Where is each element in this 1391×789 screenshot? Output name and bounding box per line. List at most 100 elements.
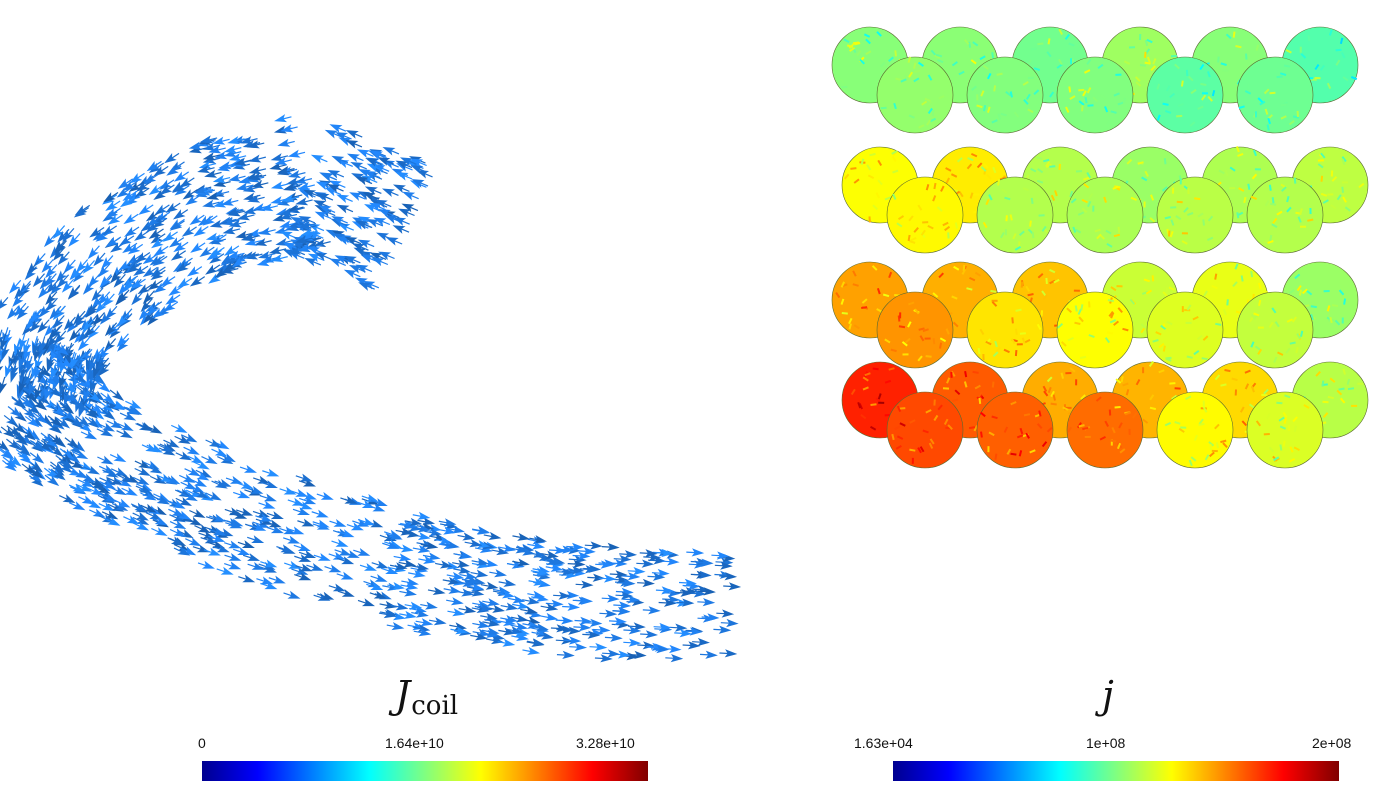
coil-arrow-glyph <box>569 642 588 652</box>
coil-arrow-glyph <box>480 612 498 621</box>
sphere-arrow-glyph <box>1033 67 1040 71</box>
coil-arrow-glyph <box>640 630 658 639</box>
sphere-arrow-glyph <box>1338 289 1345 296</box>
sphere-arrow-glyph <box>1049 165 1056 168</box>
coil-arrow-glyph <box>221 217 240 226</box>
sphere-arrow-glyph <box>1158 369 1165 374</box>
coil-arrow-glyph <box>146 464 163 474</box>
coil-arrow-glyph <box>225 475 244 484</box>
coil-arrow-glyph <box>246 140 265 149</box>
coil-arrow-glyph <box>211 479 228 489</box>
sphere-arrow-glyph <box>1268 446 1275 453</box>
sphere-arrow-glyph <box>880 61 886 68</box>
sphere-arrow-glyph <box>1280 103 1287 107</box>
sphere-arrow-glyph <box>956 157 963 163</box>
coil-arrow-glyph <box>412 511 431 520</box>
coil-arrow-glyph <box>269 162 287 171</box>
sphere-arrow-glyph <box>1078 88 1085 92</box>
sphere-arrow-glyph <box>1202 219 1205 226</box>
sphere <box>1066 176 1144 254</box>
sphere-arrow-glyph <box>1237 152 1244 157</box>
coil-arrow-glyph <box>248 154 266 163</box>
sphere-arrow-glyph <box>1177 102 1184 108</box>
sphere-arrow-glyph <box>1052 394 1056 401</box>
sphere-colorbar-tick-min: 1.63e+04 <box>854 735 913 751</box>
sphere-arrow-glyph <box>1162 102 1169 106</box>
coil-arrow-glyph <box>153 495 170 505</box>
sphere-arrow-glyph <box>991 415 998 420</box>
sphere-arrow-glyph <box>1080 394 1086 400</box>
sphere-arrow-glyph <box>1064 33 1070 40</box>
coil-arrow-glyph <box>298 215 316 225</box>
sphere-arrow-glyph <box>922 429 929 434</box>
coil-arrow-glyph <box>720 618 739 628</box>
sphere-arrow-glyph <box>1197 212 1204 218</box>
coil-arrow-glyph <box>336 571 354 580</box>
sphere-arrow-glyph <box>951 61 958 67</box>
sphere-arrow-glyph <box>1331 176 1338 182</box>
coil-arrow-glyph <box>355 220 372 230</box>
sphere-arrow-glyph <box>1060 372 1065 379</box>
coil-arrow-glyph <box>297 243 315 252</box>
sphere-arrow-glyph <box>1113 92 1120 97</box>
coil-arrow-glyph <box>22 389 38 402</box>
sphere-arrow-glyph <box>1110 286 1117 292</box>
coil-arrow-glyph <box>130 502 148 512</box>
coil-arrow-glyph <box>240 135 258 144</box>
sphere-arrow-glyph <box>1188 459 1193 467</box>
coil-arrow-glyph <box>555 567 574 577</box>
coil-arrow-glyph <box>295 473 313 482</box>
sphere-arrow-glyph <box>894 425 901 431</box>
coil-arrow-glyph <box>510 622 529 631</box>
sphere-arrow-glyph <box>1117 307 1123 314</box>
sphere-arrow-glyph <box>1239 406 1245 413</box>
coil-arrow-glyph <box>110 269 123 284</box>
coil-arrow-glyph <box>190 242 206 253</box>
sphere <box>1156 176 1234 254</box>
sphere-arrow-glyph <box>909 240 916 244</box>
sphere-arrow-glyph <box>1176 114 1183 118</box>
sphere-arrow-glyph <box>1339 397 1346 404</box>
coil-arrow-glyph <box>410 158 427 168</box>
coil-arrow-glyph <box>227 136 245 145</box>
sphere-current-label: j <box>1102 673 1114 717</box>
coil-arrow-glyph <box>151 237 167 249</box>
sphere-arrow-glyph <box>1187 75 1194 82</box>
sphere-arrow-glyph <box>931 109 935 117</box>
sphere <box>966 291 1044 369</box>
coil-arrow-glyph <box>609 570 628 579</box>
coil-arrow-glyph <box>362 192 380 201</box>
coil-arrow-glyph <box>242 553 261 561</box>
coil-arrow-glyph <box>303 189 320 199</box>
coil-arrow-glyph <box>270 181 289 190</box>
sphere-arrow-glyph <box>1247 183 1251 190</box>
sphere-arrow-glyph <box>876 308 883 313</box>
coil-arrow-glyph <box>274 157 292 166</box>
sphere-arrow-glyph <box>1207 71 1211 78</box>
coil-arrow-glyph <box>28 378 37 396</box>
sphere-arrow-glyph <box>1045 163 1052 169</box>
sphere-arrow-glyph <box>1280 115 1287 120</box>
sphere-arrow-glyph <box>1186 304 1192 311</box>
coil-arrow-glyph <box>104 516 121 526</box>
sphere-arrow-glyph <box>913 62 917 69</box>
coil-arrow-glyph <box>109 389 125 401</box>
coil-arrow-glyph <box>500 614 518 624</box>
sphere-arrow-glyph <box>1254 345 1261 351</box>
coil-arrow-glyph <box>604 633 623 642</box>
sphere-arrow-glyph <box>875 192 880 199</box>
coil-arrow-glyph <box>378 610 397 619</box>
sphere-arrow-glyph <box>1023 413 1031 417</box>
coil-arrow-glyph <box>134 187 150 199</box>
coil-arrow-glyph <box>356 149 374 158</box>
coil-arrow-glyph <box>398 559 417 568</box>
coil-arrow-glyph <box>294 175 313 184</box>
coil-arrow-glyph <box>47 415 63 427</box>
sphere-arrow-glyph <box>1358 182 1365 189</box>
coil-arrow-glyph <box>31 398 47 411</box>
sphere-arrow-glyph <box>1038 410 1042 417</box>
sphere-arrow-glyph <box>935 53 943 58</box>
sphere-arrow-glyph <box>1165 357 1172 362</box>
coil-arrow-glyph <box>143 173 159 185</box>
sphere <box>1236 291 1314 369</box>
